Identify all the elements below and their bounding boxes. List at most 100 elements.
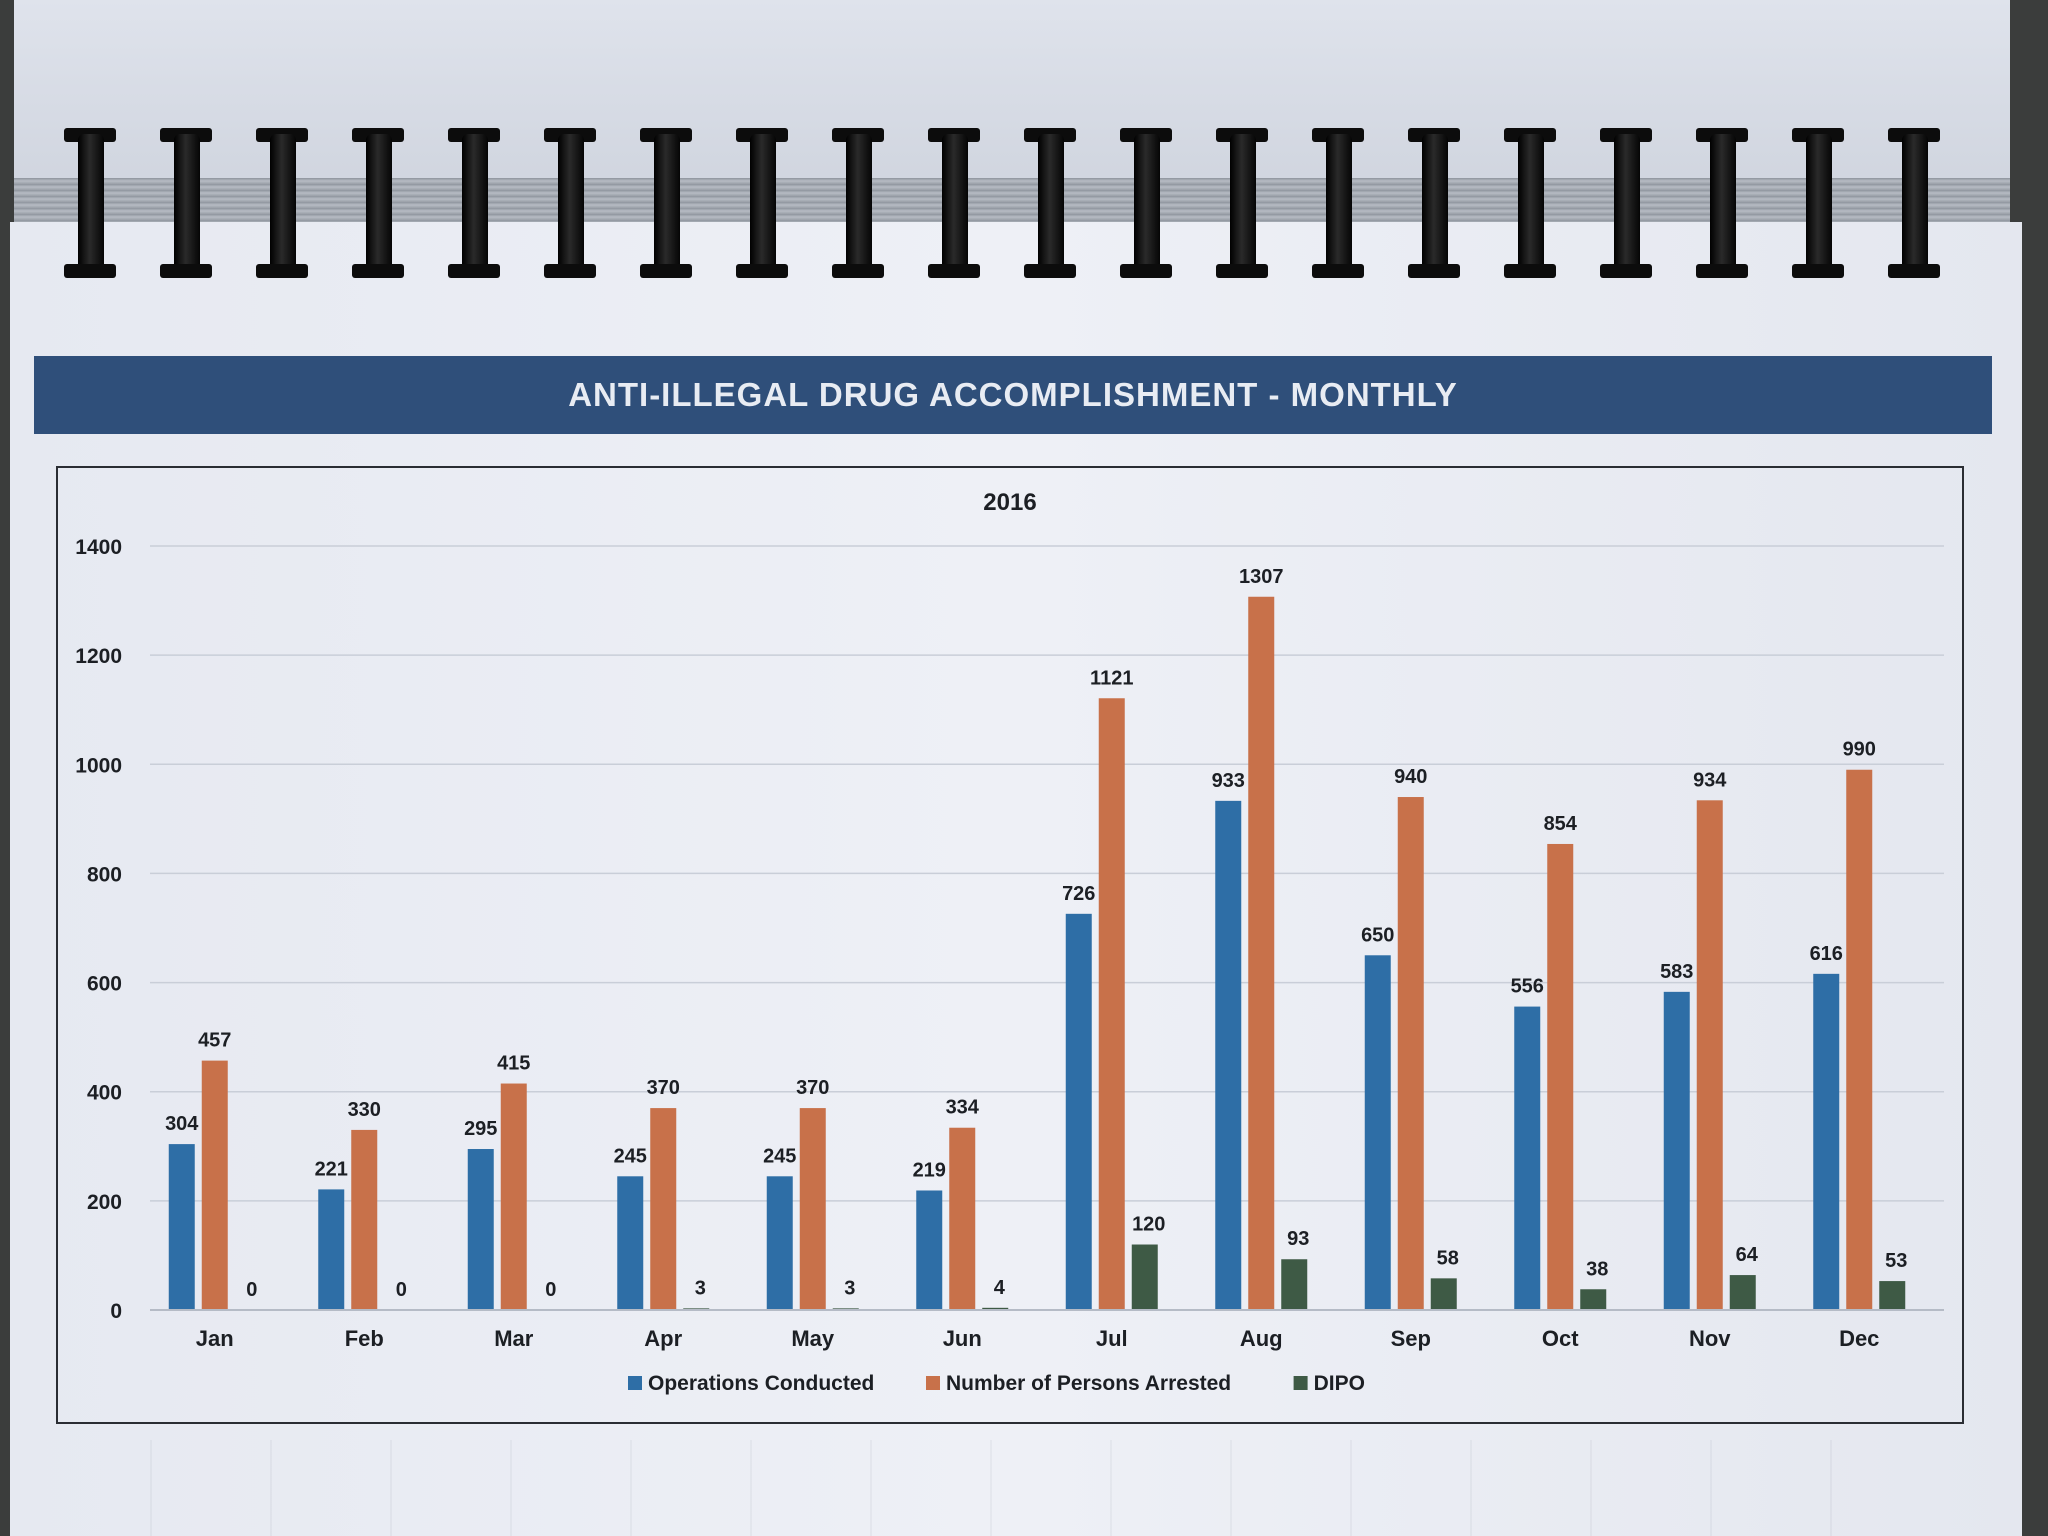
data-label: 990 [1843,739,1876,761]
data-label: 295 [464,1118,497,1140]
binding-ring [1216,128,1268,278]
binding-ring [832,128,884,278]
legend-label: Operations Conducted [648,1372,874,1395]
x-tick-label: Oct [1542,1326,1579,1351]
y-tick-label: 1400 [75,536,122,559]
data-label: 0 [246,1279,257,1301]
binding-ring [1024,128,1076,278]
faint-table-bleedthrough [150,1440,1910,1536]
bar-number-of-persons-arrested [1846,769,1873,1310]
title-banner: ANTI-ILLEGAL DRUG ACCOMPLISHMENT - MONTH… [34,356,1992,434]
data-label: 221 [315,1158,348,1180]
data-label: 58 [1437,1247,1459,1269]
y-tick-label: 600 [87,973,122,996]
bar-operations-conducted [1065,913,1092,1310]
binding-ring [448,128,500,278]
legend-label: Number of Persons Arrested [946,1372,1231,1395]
bar-operations-conducted [1813,973,1840,1310]
data-label: 245 [614,1145,647,1167]
binding-ring [544,128,596,278]
data-label: 370 [796,1077,829,1099]
data-label: 934 [1693,769,1727,791]
data-label: 4 [994,1277,1006,1299]
y-tick-label: 0 [110,1300,122,1323]
binding-ring [256,128,308,278]
data-label: 93 [1287,1228,1309,1250]
data-label: 457 [198,1030,231,1052]
binding-ring [1408,128,1460,278]
x-tick-label: Sep [1391,1326,1431,1351]
x-tick-label: Jul [1096,1326,1128,1351]
data-label: 219 [913,1159,946,1181]
x-tick-label: Dec [1839,1326,1879,1351]
y-tick-label: 200 [87,1191,122,1214]
bar-operations-conducted [467,1149,494,1310]
y-tick-label: 800 [87,863,122,886]
binding-ring [1888,128,1940,278]
data-label: 726 [1062,883,1095,905]
binding-ring [1120,128,1172,278]
legend-swatch [628,1376,642,1390]
data-label: 1307 [1239,566,1284,588]
bar-number-of-persons-arrested [500,1083,527,1310]
bar-operations-conducted [617,1176,644,1310]
bar-operations-conducted [318,1189,345,1310]
banner-title: ANTI-ILLEGAL DRUG ACCOMPLISHMENT - MONTH… [568,376,1458,413]
back-page [14,0,2010,200]
bar-dipo [1580,1289,1607,1310]
data-label: 1121 [1090,667,1133,689]
binding-ring [928,128,980,278]
binding-ring [1312,128,1364,278]
binding-ring [1792,128,1844,278]
legend-swatch [1293,1376,1308,1390]
data-label: 0 [396,1279,407,1301]
bar-number-of-persons-arrested [650,1108,677,1310]
binding-ring [64,128,116,278]
bar-number-of-persons-arrested [351,1129,378,1310]
bar-number-of-persons-arrested [949,1127,976,1310]
y-tick-label: 400 [87,1082,122,1105]
binding-ring [1600,128,1652,278]
data-label: 3 [844,1277,855,1299]
bar-dipo [1131,1244,1158,1310]
bar-operations-conducted [1514,1006,1541,1310]
binding-ring [1696,128,1748,278]
legend-label: DIPO [1314,1372,1365,1395]
bar-dipo [1879,1281,1906,1310]
bar-dipo [1281,1259,1308,1310]
data-label: 0 [545,1279,556,1301]
report-page [10,222,2022,1536]
bar-number-of-persons-arrested [201,1060,228,1310]
bar-number-of-persons-arrested [1248,596,1275,1310]
data-label: 304 [165,1113,199,1135]
data-label: 933 [1212,770,1245,792]
data-label: 616 [1810,943,1843,965]
bar-dipo [982,1307,1009,1310]
chart-title: 2016 [983,489,1036,516]
x-tick-label: Mar [494,1326,534,1351]
bar-operations-conducted [1364,955,1391,1310]
y-tick-label: 1000 [75,754,122,777]
data-label: 120 [1132,1214,1165,1236]
x-tick-label: Jan [196,1326,234,1351]
x-tick-label: Jun [943,1326,982,1351]
data-label: 53 [1885,1250,1907,1272]
y-tick-label: 1200 [75,645,122,668]
chart-frame [56,466,1964,1424]
bar-operations-conducted [1215,800,1242,1310]
x-tick-label: Aug [1240,1326,1283,1351]
x-tick-label: May [791,1326,835,1351]
data-label: 650 [1361,924,1394,946]
bar-number-of-persons-arrested [799,1108,826,1310]
x-tick-label: Feb [345,1326,384,1351]
bar-number-of-persons-arrested [1098,698,1125,1310]
legend-swatch [926,1376,940,1390]
data-label: 64 [1736,1244,1759,1266]
bar-dipo [1430,1278,1457,1310]
data-label: 3 [695,1277,706,1299]
data-label: 370 [647,1077,680,1099]
bar-operations-conducted [766,1176,793,1310]
x-tick-label: Nov [1689,1326,1731,1351]
bar-number-of-persons-arrested [1696,800,1723,1310]
